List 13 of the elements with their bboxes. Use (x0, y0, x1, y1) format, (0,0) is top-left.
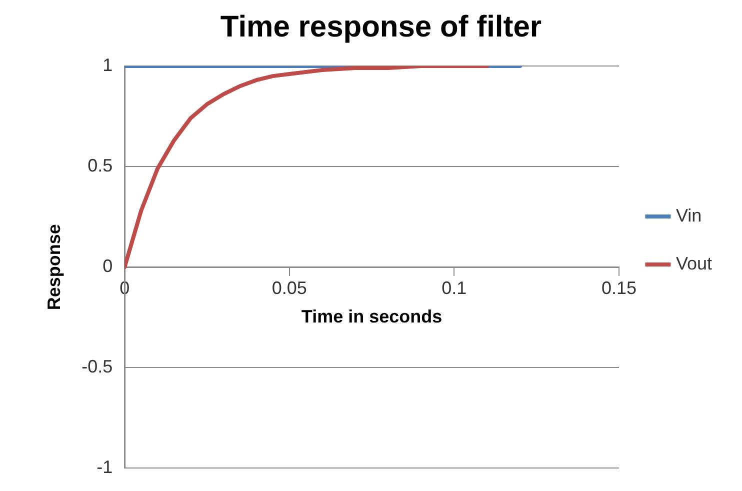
legend-label: Vin (676, 205, 702, 226)
x-axis-title: Time in seconds (301, 306, 442, 326)
x-tick-label: 0.15 (601, 278, 636, 298)
chart-title: Time response of filter (220, 10, 542, 44)
y-tick-label: -0.5 (82, 356, 113, 377)
y-tick-label: 0.5 (88, 156, 113, 176)
x-tick-label: 0.1 (442, 278, 467, 298)
x-tick-label: 0.05 (272, 278, 307, 298)
y-tick-label: 1 (102, 54, 113, 75)
y-tick-label: -1 (96, 457, 113, 478)
y-axis-title: Response (44, 224, 64, 310)
y-tick-label: 0 (102, 256, 113, 276)
legend-label: Vout (676, 253, 712, 274)
